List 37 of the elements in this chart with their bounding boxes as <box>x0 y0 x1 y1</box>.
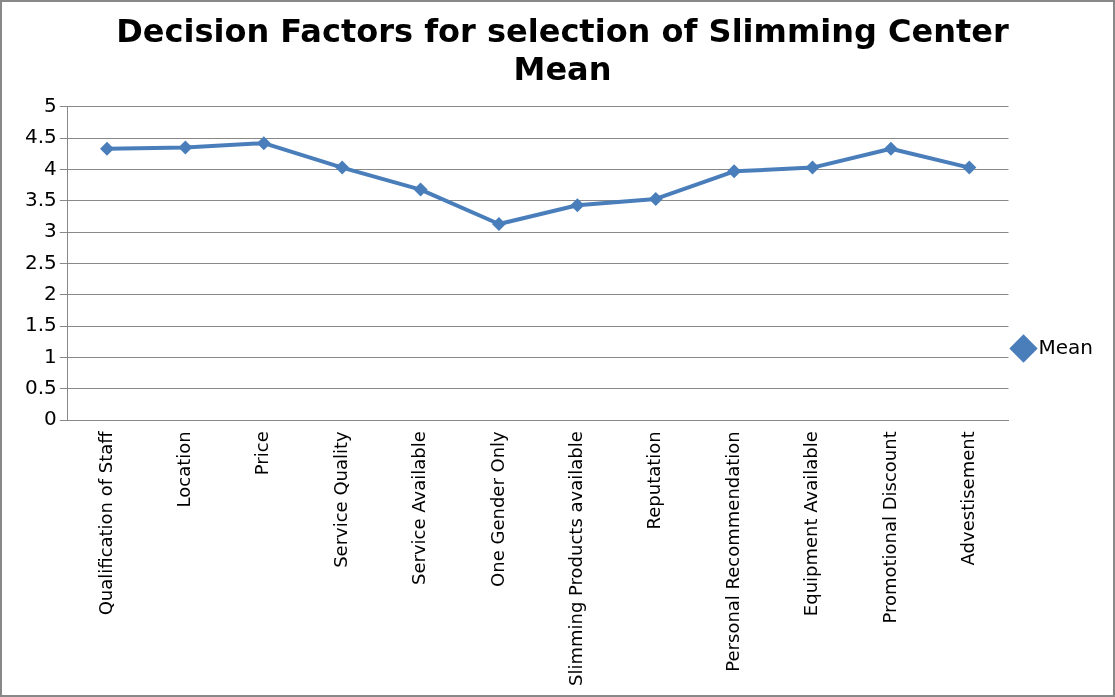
point <box>335 160 350 175</box>
x-tick-label: Service Available <box>408 431 430 585</box>
y-tick-label: 2.5 <box>24 249 57 274</box>
chart-title: Decision Factors for selection of Slimming Center Mean <box>116 11 1010 88</box>
point <box>962 160 977 175</box>
y-tick-label: 0 <box>44 406 57 431</box>
point <box>178 140 193 155</box>
y-tick-label: 1 <box>44 343 57 368</box>
x-tick-label: Equipment Available <box>800 431 822 617</box>
x-tick-label: Slimming Products available <box>565 431 587 687</box>
point <box>648 191 663 206</box>
point <box>100 141 114 156</box>
x-tick-label: Service Quality <box>329 430 351 568</box>
y-tick-label: 5 <box>44 93 57 117</box>
point <box>570 198 585 213</box>
x-tick-label: Promotional Discount <box>878 431 900 624</box>
x-tick-label: Personal Recommendation <box>721 431 743 672</box>
point <box>491 217 506 232</box>
point <box>727 164 742 179</box>
y-tick-label: 2 <box>44 281 57 306</box>
point <box>883 141 898 156</box>
point <box>413 182 428 197</box>
x-tick-label: Qualification of Staff <box>94 430 116 616</box>
x-tick-label: Price <box>251 431 273 476</box>
y-tick-label: 4.5 <box>24 124 57 149</box>
y-tick-label: 4 <box>44 155 57 180</box>
point <box>805 160 820 175</box>
x-tick-label: One Gender Only <box>486 430 508 587</box>
y-tick-label: 3 <box>44 218 57 243</box>
point <box>256 136 271 151</box>
legend-label: Mean <box>1038 334 1094 359</box>
y-tick-label: 3.5 <box>24 187 57 212</box>
y-tick-label: 0.5 <box>24 375 57 400</box>
x-tick-label: Reputation <box>643 431 665 530</box>
x-tick-label: Advestisement <box>956 431 978 566</box>
x-tick-label: Location <box>173 431 195 508</box>
y-tick-label: 1.5 <box>24 312 57 337</box>
